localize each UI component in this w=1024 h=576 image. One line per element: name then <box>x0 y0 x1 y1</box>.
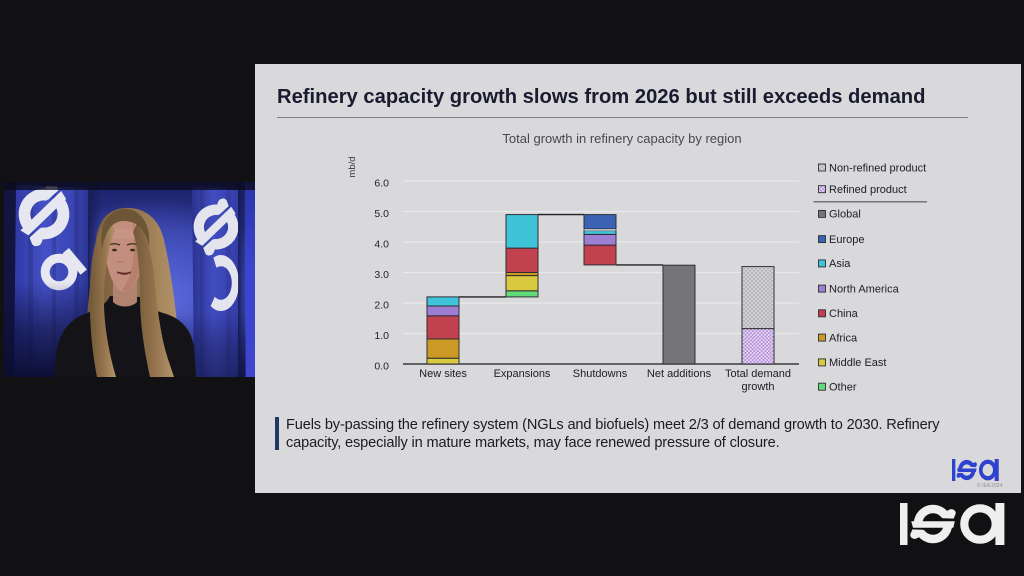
svg-text:Europe: Europe <box>829 234 864 246</box>
svg-text:Net additions: Net additions <box>647 368 712 380</box>
svg-text:4.0: 4.0 <box>374 238 389 250</box>
svg-text:Expansions: Expansions <box>494 368 551 380</box>
svg-text:Middle East: Middle East <box>829 357 886 369</box>
svg-text:North America: North America <box>829 283 900 295</box>
svg-text:Global: Global <box>829 209 861 221</box>
svg-text:New sites: New sites <box>419 368 467 380</box>
svg-text:0.0: 0.0 <box>374 360 389 372</box>
svg-text:Non-refined product: Non-refined product <box>829 162 926 174</box>
svg-text:China: China <box>829 308 859 320</box>
svg-text:Asia: Asia <box>829 258 851 270</box>
svg-text:Total demand: Total demand <box>725 368 791 380</box>
svg-text:5.0: 5.0 <box>374 208 389 220</box>
svg-text:growth: growth <box>741 381 774 393</box>
svg-text:mb/d: mb/d <box>347 156 358 177</box>
svg-text:Africa: Africa <box>829 332 858 344</box>
svg-text:Other: Other <box>829 382 857 394</box>
svg-text:2.0: 2.0 <box>374 299 389 311</box>
svg-text:Refined product: Refined product <box>829 184 907 196</box>
svg-text:1.0: 1.0 <box>374 330 389 342</box>
svg-text:6.0: 6.0 <box>374 177 389 189</box>
svg-text:Shutdowns: Shutdowns <box>573 368 628 380</box>
svg-text:3.0: 3.0 <box>374 269 389 281</box>
